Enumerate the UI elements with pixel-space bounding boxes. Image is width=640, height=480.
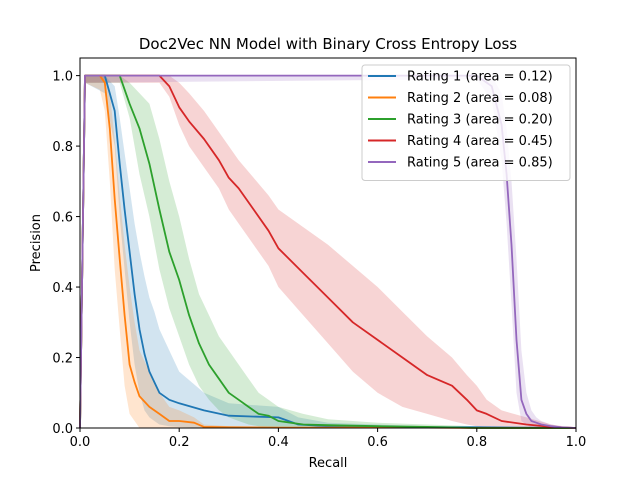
legend-label-rating-4: Rating 4 (area = 0.45)	[407, 134, 553, 149]
confidence-band-rating-2	[80, 75, 576, 428]
x-tick-label: 0.4	[268, 435, 289, 450]
y-tick-label: 0.0	[52, 422, 73, 437]
y-tick-label: 0.8	[52, 140, 73, 155]
y-tick-label: 0.2	[52, 352, 73, 367]
legend-label-rating-1: Rating 1 (area = 0.12)	[407, 70, 553, 85]
legend-label-rating-5: Rating 5 (area = 0.85)	[407, 156, 553, 171]
legend-label-rating-2: Rating 2 (area = 0.08)	[407, 91, 553, 106]
y-axis-title: Precision	[29, 214, 44, 272]
chart-title: Doc2Vec NN Model with Binary Cross Entro…	[139, 35, 517, 53]
confidence-bands	[80, 75, 576, 428]
y-axis-ticks: 0.0 0.2 0.4 0.6 0.8 1.0	[52, 70, 80, 437]
y-tick-label: 0.4	[52, 281, 73, 296]
x-tick-label: 0.2	[169, 435, 190, 450]
legend-box	[361, 64, 571, 181]
legend: Rating 1 (area = 0.12) Rating 2 (area = 0…	[361, 64, 571, 181]
x-tick-label: 0.6	[367, 435, 388, 450]
series-line-rating-4	[79, 74, 577, 429]
x-tick-label: 0.0	[70, 435, 91, 450]
axes-frame	[79, 57, 577, 429]
y-tick-label: 0.6	[52, 211, 73, 226]
legend-label-rating-3: Rating 3 (area = 0.20)	[407, 113, 553, 128]
y-tick-label: 1.0	[52, 70, 73, 85]
confidence-band-rating-4	[80, 75, 576, 428]
series-line-rating-3	[79, 74, 576, 429]
confidence-band-rating-3	[80, 75, 576, 428]
x-axis-title: Recall	[309, 456, 348, 471]
x-tick-label: 1.0	[566, 435, 587, 450]
x-tick-label: 0.8	[466, 435, 487, 450]
x-axis-ticks: 0.0 0.2 0.4 0.6 0.8 1.0	[70, 428, 587, 450]
